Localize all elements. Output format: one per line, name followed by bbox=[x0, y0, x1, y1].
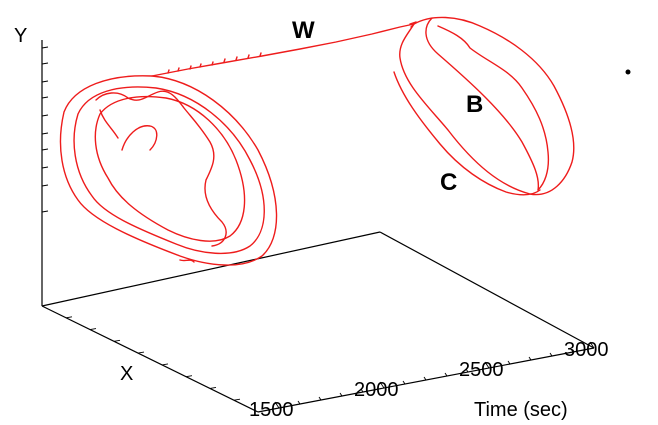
trajectory-series bbox=[59, 16, 575, 266]
y-tick-mark bbox=[41, 62, 49, 65]
x-axis-label: X bbox=[120, 363, 133, 385]
y-axis-label: Y bbox=[14, 25, 27, 47]
connection-path-w bbox=[151, 23, 415, 77]
time-tick-label: 3000 bbox=[564, 339, 609, 361]
annotation-b: B bbox=[466, 91, 483, 118]
time-axis-ticks: 1500 2000 2500 3000 bbox=[249, 339, 609, 421]
y-tick-mark bbox=[41, 210, 49, 213]
time-minor-tick bbox=[339, 392, 343, 397]
loop-left-scribble bbox=[95, 90, 227, 263]
stray-dot-marker bbox=[625, 69, 631, 75]
time-minor-tick bbox=[570, 348, 574, 353]
time-tick-label: 2500 bbox=[459, 359, 504, 381]
x-tick-mark bbox=[137, 351, 145, 354]
y-tick-mark bbox=[41, 80, 49, 83]
y-tick-mark bbox=[41, 166, 49, 169]
x-tick-mark bbox=[89, 328, 97, 330]
time-minor-tick bbox=[360, 388, 364, 393]
time-tick-mark bbox=[274, 401, 280, 409]
y-axis-ticks bbox=[41, 46, 49, 213]
time-tick-label: 2000 bbox=[354, 379, 399, 401]
x-axis-line bbox=[41, 305, 259, 413]
time-minor-tick bbox=[465, 368, 469, 373]
x-tick-mark bbox=[65, 316, 73, 319]
x-tick-mark bbox=[233, 398, 241, 401]
time-tick-mark bbox=[379, 381, 385, 389]
back-floor-edge bbox=[41, 231, 381, 307]
time-minor-tick bbox=[507, 360, 511, 365]
time-minor-tick bbox=[549, 352, 553, 357]
x-tick-mark bbox=[113, 339, 121, 342]
time-tick-mark bbox=[589, 341, 595, 349]
loop-left-inner bbox=[94, 95, 246, 242]
annotation-w: W bbox=[292, 17, 315, 44]
y-tick-mark bbox=[41, 114, 49, 117]
y-tick-mark bbox=[41, 46, 49, 49]
loop-left-middle bbox=[73, 86, 265, 255]
loop-right-c-arm bbox=[393, 71, 541, 196]
time-tick-mark bbox=[484, 361, 490, 369]
y-tick-mark bbox=[41, 96, 49, 99]
right-floor-edge bbox=[379, 231, 595, 349]
annotation-c: C bbox=[440, 169, 457, 196]
time-minor-tick bbox=[444, 372, 448, 377]
x-tick-mark bbox=[185, 375, 193, 378]
time-tick-label: 1500 bbox=[249, 399, 294, 421]
y-tick-mark bbox=[41, 184, 49, 187]
time-minor-tick bbox=[318, 396, 322, 401]
loop-left-outer bbox=[59, 75, 278, 266]
y-tick-mark bbox=[41, 148, 49, 151]
x-tick-mark bbox=[161, 363, 169, 366]
y-tick-mark bbox=[41, 132, 49, 135]
connection-path-w-ticks bbox=[167, 21, 417, 74]
loop-right-outer bbox=[399, 16, 575, 196]
time-minor-tick bbox=[297, 400, 301, 405]
time-axis-label: Time (sec) bbox=[474, 399, 568, 421]
time-minor-tick bbox=[528, 356, 532, 361]
loop-right-inner bbox=[425, 17, 550, 191]
x-axis-ticks bbox=[65, 316, 241, 401]
time-minor-tick bbox=[402, 380, 406, 385]
time-minor-tick bbox=[423, 376, 427, 381]
x-tick-mark bbox=[209, 387, 217, 389]
